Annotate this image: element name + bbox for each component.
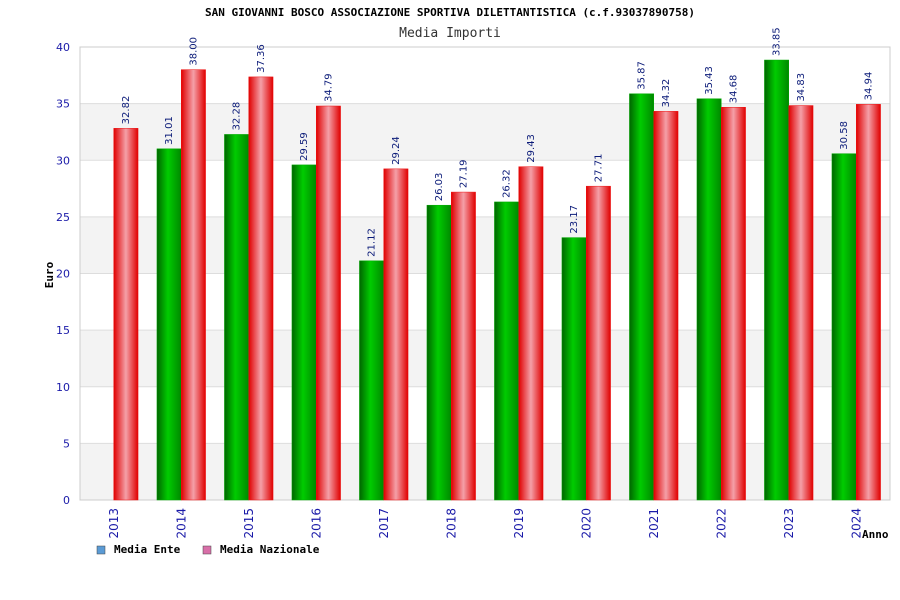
x-axis-label: Anno	[862, 528, 889, 541]
grid-band	[80, 386, 890, 444]
plot-area	[79, 46, 891, 501]
x-tick-label: 2020	[579, 508, 593, 539]
data-label: 32.82	[121, 96, 132, 125]
bar-media-nazionale-2015	[248, 76, 274, 501]
bar-media-ente-2017	[359, 260, 385, 501]
legend-label-media-ente: Media Ente	[114, 543, 181, 556]
y-axis-label: Euro	[43, 261, 56, 288]
y-tick-label: 30	[56, 154, 70, 167]
data-label: 31.01	[164, 116, 175, 145]
bar-media-nazionale-2013	[113, 128, 139, 501]
grid-band	[80, 160, 890, 217]
bar-media-ente-2024	[831, 153, 857, 501]
bar-media-nazionale-2019	[518, 166, 544, 501]
bar-media-nazionale-2016	[316, 105, 341, 501]
x-tick-label: 2017	[377, 508, 391, 539]
data-label: 35.87	[637, 61, 648, 90]
bar-media-nazionale-2024	[856, 104, 881, 501]
grid-band	[80, 443, 890, 500]
grid-band	[80, 273, 890, 331]
legend: Media Ente Media Nazionale	[96, 543, 320, 556]
bar-media-ente-2023	[764, 59, 790, 501]
chart-subtitle: Media Importi	[399, 26, 501, 41]
x-axis-ticks: 2013 2014 2015 2016 2017 2018 2019 2020 2021 2022…	[107, 508, 864, 539]
grid-band	[80, 103, 890, 161]
x-tick-label: 2019	[512, 508, 526, 539]
data-label: 34.94	[863, 72, 874, 101]
bar-media-ente-2018	[426, 204, 452, 501]
data-label: 23.17	[569, 205, 580, 234]
x-tick-label: 2018	[444, 508, 458, 539]
data-label: 33.85	[772, 27, 783, 56]
data-label: 30.58	[839, 121, 850, 150]
data-label: 27.19	[458, 159, 469, 188]
y-tick-label: 5	[63, 437, 70, 450]
bar-media-nazionale-2021	[653, 111, 679, 501]
data-label: 29.24	[391, 136, 402, 165]
bar-media-nazionale-2018	[451, 191, 476, 501]
data-label: 29.43	[526, 134, 537, 163]
grid-band	[80, 47, 890, 104]
data-label: 26.32	[502, 169, 513, 198]
chart-title: SAN GIOVANNI BOSCO ASSOCIAZIONE SPORTIVA…	[205, 6, 695, 19]
x-tick-label: 2023	[782, 508, 796, 539]
data-label: 35.43	[704, 66, 715, 95]
y-tick-label: 15	[56, 324, 70, 337]
bar-media-nazionale-2022	[721, 106, 746, 501]
plot-frame	[79, 46, 891, 501]
data-label: 34.83	[796, 73, 807, 102]
bar-media-ente-2014	[156, 148, 182, 501]
x-tick-label: 2016	[309, 508, 323, 539]
data-label: 21.12	[367, 228, 378, 257]
y-tick-label: 10	[56, 381, 70, 394]
x-tick-label: 2021	[647, 508, 661, 539]
bars	[113, 59, 881, 501]
data-label: 37.36	[256, 44, 267, 73]
bar-media-ente-2016	[291, 164, 317, 501]
x-tick-label: 2015	[242, 508, 256, 539]
bar-media-ente-2021	[629, 93, 655, 501]
y-tick-label: 25	[56, 211, 70, 224]
data-labels: 32.82 31.01 38.00 32.28 37.36 29.59 34.79 21.12…	[121, 27, 875, 256]
y-axis-ticks: 0 5 10 15 20 25 30 35 40	[56, 41, 70, 507]
data-label: 32.28	[232, 102, 243, 131]
y-tick-label: 0	[63, 494, 70, 507]
bar-media-ente-2020	[561, 237, 587, 501]
legend-swatch-media-ente	[96, 545, 106, 555]
bar-media-ente-2022	[696, 98, 722, 501]
y-tick-label: 40	[56, 41, 70, 54]
x-tick-label: 2024	[849, 508, 863, 539]
legend-label-media-nazionale: Media Nazionale	[220, 543, 320, 556]
data-label: 34.32	[661, 79, 672, 108]
bar-media-ente-2019	[494, 201, 520, 501]
grid-band	[80, 216, 890, 274]
grid-band	[80, 330, 890, 387]
x-tick-label: 2014	[174, 508, 188, 539]
bar-media-nazionale-2023	[788, 105, 814, 501]
bar-media-ente-2015	[224, 134, 249, 501]
data-label: 29.59	[299, 132, 310, 161]
legend-swatch-media-nazionale	[202, 545, 212, 555]
y-tick-label: 20	[56, 268, 70, 281]
x-tick-label: 2022	[714, 508, 728, 539]
x-tick-label: 2013	[107, 508, 121, 539]
y-tick-label: 35	[56, 98, 70, 111]
data-label: 26.03	[434, 173, 445, 202]
data-label: 27.71	[593, 154, 604, 183]
data-label: 34.79	[323, 73, 334, 102]
data-label: 38.00	[188, 37, 199, 66]
bar-media-nazionale-2020	[586, 185, 611, 501]
bar-media-nazionale-2014	[181, 69, 206, 501]
data-label: 34.68	[728, 75, 739, 104]
bar-media-nazionale-2017	[383, 168, 409, 501]
